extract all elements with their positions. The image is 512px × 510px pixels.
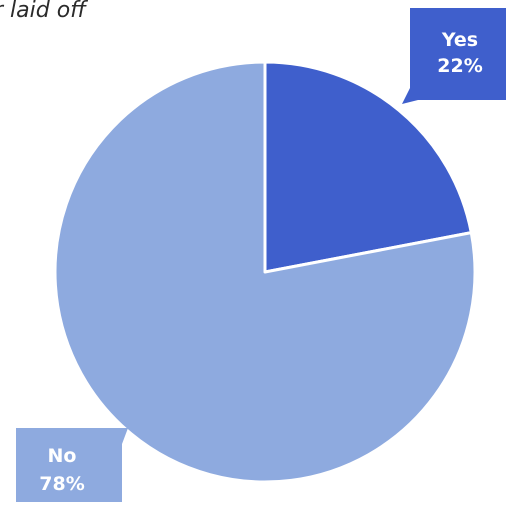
pie-slices xyxy=(53,60,477,484)
slice-value-yes: 22% xyxy=(437,55,482,77)
callout-no-box xyxy=(16,428,128,502)
chart-title: r laid off xyxy=(0,0,87,23)
callout-no: No 78% xyxy=(16,428,128,502)
slice-value-no: 78% xyxy=(39,473,84,495)
callout-yes: Yes 22% xyxy=(402,8,506,104)
slice-label-yes: Yes xyxy=(441,29,478,51)
pie-slice-yes xyxy=(263,60,473,274)
callout-yes-box xyxy=(402,8,506,104)
pie-slice-no xyxy=(53,60,477,484)
slice-label-no: No xyxy=(48,445,77,467)
